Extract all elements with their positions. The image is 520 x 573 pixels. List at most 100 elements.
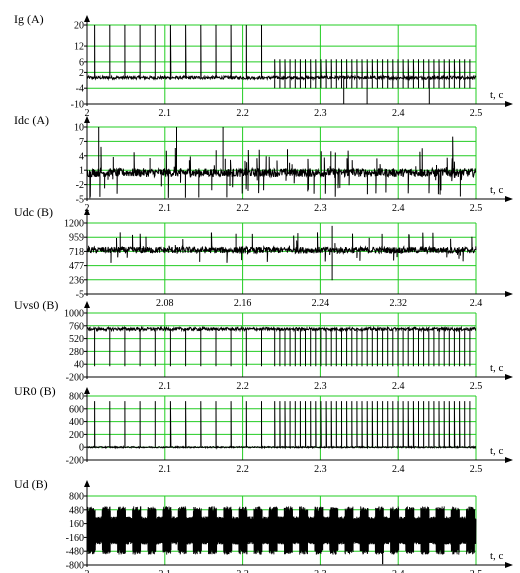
x-axis-arrow [505, 291, 513, 297]
series-line [86, 325, 477, 367]
x-axis-unit: t, c [490, 445, 504, 457]
y-tick-label: 10 [74, 123, 84, 134]
y-axis-arrow [84, 480, 90, 487]
x-tick-label: 2 [85, 569, 90, 573]
y-axis-label: Ig (A) [14, 12, 44, 26]
y-tick-label: 20 [74, 21, 84, 32]
y-tick-label: 520 [69, 334, 84, 345]
y-tick-label: -5 [76, 290, 84, 301]
y-tick-label: 4 [79, 151, 84, 162]
y-axis-label: Uvs0 (B) [14, 298, 58, 312]
y-tick-label: 477 [69, 261, 84, 272]
axes [84, 387, 513, 463]
series-line [86, 127, 477, 199]
y-axis-label: Ud (B) [14, 477, 48, 491]
x-axis-arrow [505, 374, 513, 380]
axes [84, 208, 513, 297]
x-tick-label: 2.1 [159, 381, 172, 392]
y-axis-label: Idc (A) [14, 113, 49, 127]
y-axis-label: UR0 (B) [14, 384, 56, 398]
y-axis-arrow [84, 301, 90, 308]
x-tick-label: 2.1 [159, 203, 172, 214]
chart-panel-6: 800 480 160 -160 -480 -8002 2.1 2.2 2.3 2.4 2.5 Ud … [14, 477, 513, 573]
x-tick-label: 2.4 [392, 464, 405, 475]
y-tick-label: 7 [79, 137, 84, 148]
x-tick-label: 2.3 [314, 108, 327, 119]
y-tick-label: -5 [76, 195, 84, 206]
series-line [86, 401, 477, 450]
x-tick-label: 2.5 [470, 464, 483, 475]
y-tick-label: 280 [69, 347, 84, 358]
x-axis-unit: t, c [490, 184, 504, 196]
x-tick-label: 2.1 [159, 464, 172, 475]
y-axis-arrow [84, 387, 90, 394]
y-tick-label: 0 [79, 443, 84, 454]
x-tick-label: 2.16 [234, 298, 252, 309]
x-tick-label: 2.5 [470, 381, 483, 392]
x-axis-arrow [505, 101, 513, 107]
x-tick-label: 2.3 [314, 464, 327, 475]
x-tick-label: 2.5 [470, 108, 483, 119]
x-tick-label: 2.1 [159, 569, 172, 573]
x-axis-unit: t, c [490, 89, 504, 101]
x-axis-unit: t, c [490, 362, 504, 374]
y-tick-label: 160 [69, 519, 84, 530]
y-tick-label: 600 [69, 404, 84, 415]
x-tick-label: 2.2 [236, 203, 249, 214]
y-tick-label: -480 [66, 547, 84, 558]
y-tick-label: 236 [69, 275, 84, 286]
y-tick-label: 1200 [64, 219, 84, 230]
series-line [86, 225, 477, 281]
y-tick-label: -160 [66, 533, 84, 544]
axes [84, 301, 513, 380]
chart-panel-3: 1200 959 718 477 236 -5 2.08 2.16 2.24 2.32 2.4 Udc… [14, 205, 513, 309]
x-tick-label: 2.24 [312, 298, 330, 309]
y-axis-label: Udc (B) [14, 205, 53, 219]
series-line [86, 24, 477, 104]
y-tick-label: -200 [66, 456, 84, 467]
x-tick-label: 2.4 [470, 298, 483, 309]
x-tick-label: 2.3 [314, 381, 327, 392]
y-tick-label: -10 [71, 100, 84, 111]
x-axis-arrow [505, 562, 513, 568]
x-tick-label: 2.2 [236, 381, 249, 392]
x-tick-label: 2 [85, 108, 90, 119]
x-tick-label: 2.5 [470, 569, 483, 573]
y-tick-label: 40 [74, 360, 84, 371]
axes [84, 116, 513, 202]
x-tick-label: 2.1 [159, 108, 172, 119]
y-tick-label: 1000 [64, 309, 84, 320]
x-axis-arrow [505, 457, 513, 463]
y-tick-label: 1 [79, 166, 84, 177]
x-tick-label: 2.3 [314, 569, 327, 573]
y-tick-label: 800 [69, 492, 84, 503]
y-axis-arrow [84, 208, 90, 215]
x-tick-label: 2.4 [392, 108, 405, 119]
x-tick-label: 2.2 [236, 108, 249, 119]
x-tick-label: 2.4 [392, 569, 405, 573]
x-axis-arrow [505, 196, 513, 202]
x-tick-label: 2.32 [389, 298, 407, 309]
y-axis-arrow [84, 116, 90, 123]
y-tick-label: 718 [69, 247, 84, 258]
x-tick-label: 2.4 [392, 203, 405, 214]
y-tick-label: 400 [69, 417, 84, 428]
y-tick-label: -4 [76, 84, 84, 95]
y-tick-label: 200 [69, 430, 84, 441]
axes [84, 15, 513, 107]
y-tick-label: -2 [76, 180, 84, 191]
x-axis-unit: t, c [490, 550, 504, 562]
x-tick-label: 2.2 [236, 464, 249, 475]
axes [84, 480, 513, 568]
y-tick-label: 12 [74, 42, 84, 53]
y-tick-label: -800 [66, 561, 84, 572]
series-line [86, 506, 477, 555]
y-axis-arrow [84, 15, 90, 22]
x-tick-label: 2.08 [156, 298, 174, 309]
y-tick-label: 6 [79, 57, 84, 68]
x-tick-label: 2.3 [314, 203, 327, 214]
